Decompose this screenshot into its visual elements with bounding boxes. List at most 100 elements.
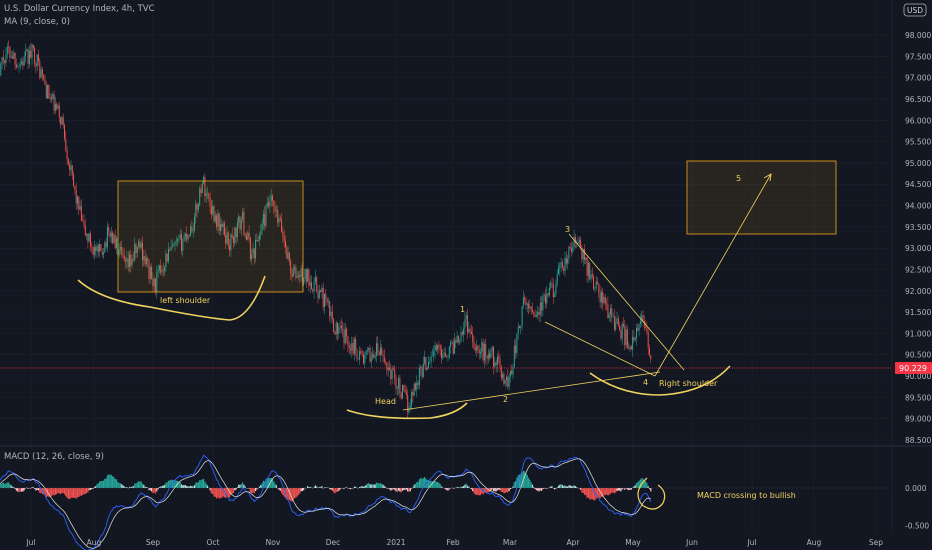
candle bbox=[450, 340, 452, 354]
candle bbox=[171, 238, 173, 249]
candle bbox=[624, 319, 626, 351]
candle bbox=[460, 326, 462, 344]
candle bbox=[214, 211, 216, 224]
macd-histogram-bar bbox=[444, 488, 446, 490]
macd-histogram-bar bbox=[167, 480, 170, 488]
macd-histogram-series bbox=[0, 470, 652, 502]
macd-histogram-bar bbox=[204, 481, 206, 488]
candle bbox=[60, 116, 62, 129]
candle bbox=[628, 342, 630, 350]
candle bbox=[502, 371, 504, 381]
candle bbox=[359, 346, 361, 365]
candle bbox=[244, 232, 246, 239]
macd-histogram-bar bbox=[203, 478, 205, 488]
candle bbox=[428, 356, 429, 370]
candle bbox=[153, 275, 155, 292]
macd-histogram-bar bbox=[377, 482, 379, 488]
macd-histogram-bar bbox=[261, 483, 263, 488]
candle bbox=[439, 343, 441, 356]
candle bbox=[184, 233, 186, 241]
candle bbox=[104, 240, 106, 254]
macd-histogram-bar bbox=[99, 481, 101, 488]
candle bbox=[287, 246, 289, 262]
macd-histogram-bar bbox=[13, 486, 15, 488]
candle bbox=[382, 349, 384, 363]
candle bbox=[524, 294, 526, 305]
candle bbox=[335, 320, 337, 340]
candle bbox=[27, 47, 29, 70]
macd-histogram-bar bbox=[348, 488, 350, 489]
macd-histogram-bar bbox=[27, 488, 29, 489]
macd-histogram-bar bbox=[375, 482, 378, 488]
candle bbox=[530, 306, 532, 315]
candle bbox=[30, 43, 32, 59]
candle bbox=[17, 63, 19, 68]
symbol-legend[interactable]: U.S. Dollar Currency Index, 4h, TVC bbox=[4, 4, 155, 14]
candle bbox=[444, 347, 446, 358]
macd-histogram-bar bbox=[411, 488, 413, 489]
candle bbox=[407, 389, 409, 418]
macd-histogram-bar bbox=[21, 488, 23, 492]
ma-legend[interactable]: MA (9, close, 0) bbox=[4, 17, 70, 27]
macd-histogram-bar bbox=[574, 486, 576, 488]
currency-badge[interactable]: USD bbox=[903, 3, 927, 17]
macd-histogram-bar bbox=[600, 488, 602, 497]
macd-histogram-bar bbox=[638, 480, 640, 488]
candle bbox=[97, 243, 99, 257]
macd-line bbox=[0, 454, 652, 550]
macd-histogram-bar bbox=[222, 488, 224, 497]
macd-histogram-bar bbox=[153, 488, 155, 493]
candle bbox=[400, 391, 402, 401]
macd-histogram-bar bbox=[338, 488, 340, 491]
macd-histogram-bar bbox=[333, 488, 335, 493]
candle bbox=[158, 264, 160, 274]
macd-histogram-bar bbox=[503, 488, 505, 494]
candle bbox=[49, 93, 51, 103]
macd-histogram-bar bbox=[117, 481, 119, 488]
candle bbox=[594, 286, 596, 294]
candle bbox=[342, 321, 344, 337]
macd-histogram-bar bbox=[193, 485, 196, 488]
candle bbox=[405, 385, 407, 400]
candle bbox=[173, 243, 175, 247]
macd-histogram-bar bbox=[466, 485, 469, 488]
macd-histogram-bar bbox=[134, 483, 136, 488]
candle bbox=[246, 231, 247, 241]
macd-histogram-bar bbox=[256, 488, 258, 490]
macd-histogram-bar bbox=[199, 480, 201, 488]
macd-histogram-bar bbox=[62, 488, 64, 494]
macd-histogram-bar bbox=[234, 488, 236, 491]
macd-histogram-bar bbox=[468, 486, 470, 488]
candle bbox=[52, 91, 54, 100]
candle bbox=[340, 318, 342, 334]
candle bbox=[290, 258, 292, 280]
candle bbox=[372, 346, 374, 361]
candle bbox=[619, 321, 621, 331]
candle bbox=[452, 338, 454, 355]
macd-histogram-bar bbox=[569, 485, 571, 488]
macd-histogram-bar bbox=[209, 488, 211, 491]
macd-histogram-bar bbox=[39, 488, 41, 493]
macd-histogram-bar bbox=[366, 483, 368, 488]
candle bbox=[379, 339, 381, 363]
candle bbox=[409, 398, 411, 410]
macd-histogram-bar bbox=[424, 476, 426, 488]
macd-histogram-bar bbox=[43, 488, 45, 495]
price-tick-label: 90.500 bbox=[905, 351, 931, 360]
candle bbox=[625, 324, 627, 349]
candle bbox=[304, 268, 306, 285]
macd-legend[interactable]: MACD (12, 26, close, 9) bbox=[4, 452, 104, 462]
wave-3-label: 3 bbox=[565, 225, 570, 234]
candle bbox=[632, 329, 634, 357]
macd-histogram-bar bbox=[275, 485, 277, 488]
candle bbox=[425, 356, 427, 371]
macd-histogram-bar bbox=[414, 483, 417, 488]
macd-histogram-bar bbox=[175, 480, 177, 488]
time-tick-label: Jul bbox=[25, 538, 35, 547]
macd-histogram-bar bbox=[495, 488, 497, 492]
macd-histogram-bar bbox=[65, 488, 67, 497]
time-tick-label: Nov bbox=[266, 538, 281, 547]
macd-histogram-bar bbox=[252, 488, 254, 493]
neckline bbox=[402, 371, 661, 411]
candle bbox=[162, 263, 164, 278]
